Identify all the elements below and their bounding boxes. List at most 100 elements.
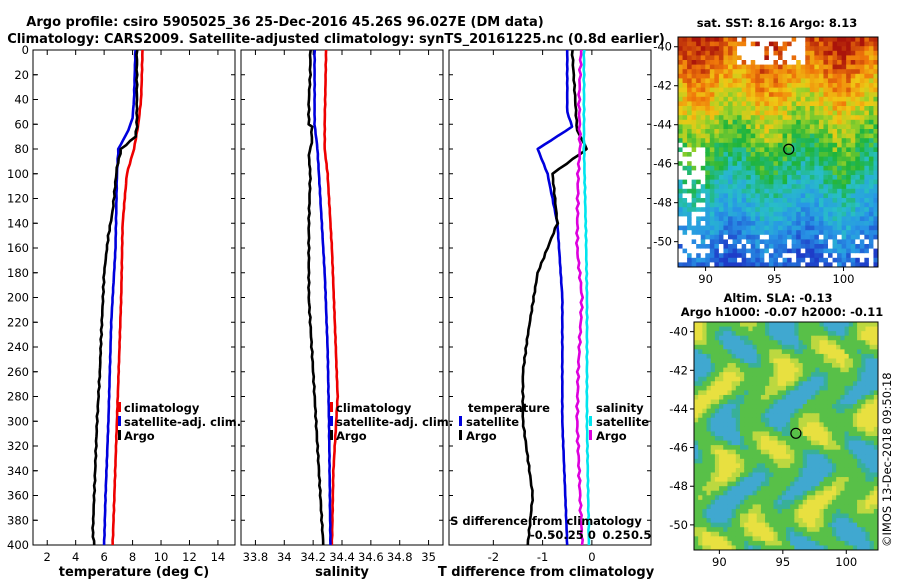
map-cell (748, 335, 754, 341)
map-cell (714, 499, 720, 505)
x-tick-label: 34.4 (329, 550, 355, 564)
map-cell (790, 372, 795, 378)
map-cell (798, 408, 804, 414)
map-cell (694, 477, 699, 483)
map-cell (859, 193, 865, 199)
map-cell (818, 69, 825, 75)
map-cell (737, 248, 743, 254)
map-cell (796, 202, 802, 208)
map-cell (846, 253, 852, 259)
map-cell (827, 322, 833, 328)
map-cell (768, 50, 775, 56)
map-cell (790, 545, 795, 550)
map-cell (786, 381, 791, 387)
map-cell (705, 225, 711, 231)
map-cell (832, 115, 838, 121)
map-cell (809, 193, 815, 199)
map-cell (828, 207, 834, 213)
map-cell (682, 106, 688, 112)
map-cell (773, 390, 779, 396)
map-cell (782, 211, 788, 217)
map-cell (782, 198, 788, 204)
map-cell (696, 46, 702, 52)
map-cell (702, 340, 708, 346)
map-cell (806, 536, 812, 542)
map-cell (791, 129, 797, 135)
map-cell (727, 472, 733, 478)
map-cell (728, 248, 734, 254)
map-cell (869, 531, 875, 537)
legend-swatch-satellite (118, 416, 121, 426)
map-cell (827, 454, 833, 460)
map-cell (787, 147, 793, 153)
map-cell (744, 349, 749, 355)
map-cell (752, 394, 758, 401)
map-cell (682, 188, 688, 194)
map-cell (832, 385, 837, 391)
map-cell (773, 78, 779, 84)
map-cell (765, 481, 770, 487)
map-cell (837, 41, 843, 47)
map-cell (873, 87, 878, 93)
map-cell (750, 115, 756, 121)
map-cell (765, 440, 770, 446)
map-cell (737, 234, 743, 240)
map-cell (796, 78, 802, 84)
map-cell (802, 404, 808, 410)
map-cell (714, 92, 720, 98)
map-cell (819, 486, 825, 492)
map-cell (811, 344, 816, 350)
map-cell (837, 230, 843, 236)
map-cell (815, 326, 821, 332)
map-cell (823, 101, 829, 107)
map-cell (873, 138, 878, 144)
map-cell (777, 545, 783, 550)
map-cell (706, 322, 712, 328)
map-cell (787, 248, 793, 254)
map-cell (700, 119, 706, 125)
map-cell (827, 385, 833, 391)
map-cell (759, 64, 765, 70)
map-cell (773, 115, 779, 121)
map-cell (844, 413, 850, 419)
map-cell (828, 124, 834, 130)
map-cell (852, 531, 858, 537)
map-cell (850, 119, 856, 125)
map-cell (748, 513, 754, 519)
map-cell (706, 344, 712, 350)
map-cell (781, 467, 787, 474)
map-cell (744, 367, 749, 373)
map-cell (844, 422, 850, 428)
map-cell (741, 161, 747, 167)
map-cell (752, 504, 758, 510)
map-cell (710, 413, 716, 419)
map-cell (855, 165, 861, 171)
map-cell (798, 436, 804, 442)
map-cell (723, 486, 729, 492)
map-cell (815, 376, 821, 382)
map-cell (790, 449, 795, 455)
map-cell (796, 83, 802, 89)
map-cell (756, 322, 762, 328)
map-cell (781, 449, 787, 455)
map-cell (744, 399, 749, 405)
map-cell (794, 522, 800, 528)
map-cell (735, 440, 741, 446)
map-cell (840, 385, 846, 391)
map-cell (787, 73, 793, 79)
map-cell (682, 230, 688, 236)
map-cell (718, 46, 725, 52)
map-cell (732, 211, 738, 217)
map-cell (848, 540, 854, 547)
map-cell (768, 124, 775, 130)
map-cell (790, 335, 795, 341)
map-cell (869, 508, 875, 515)
map-cell (873, 536, 878, 542)
map-cell (806, 508, 812, 515)
map-cell (818, 257, 825, 263)
map-cell (818, 239, 825, 245)
map-cell (794, 499, 800, 505)
map-cell (750, 207, 756, 213)
map-cell (818, 161, 825, 167)
map-cell (746, 193, 752, 199)
